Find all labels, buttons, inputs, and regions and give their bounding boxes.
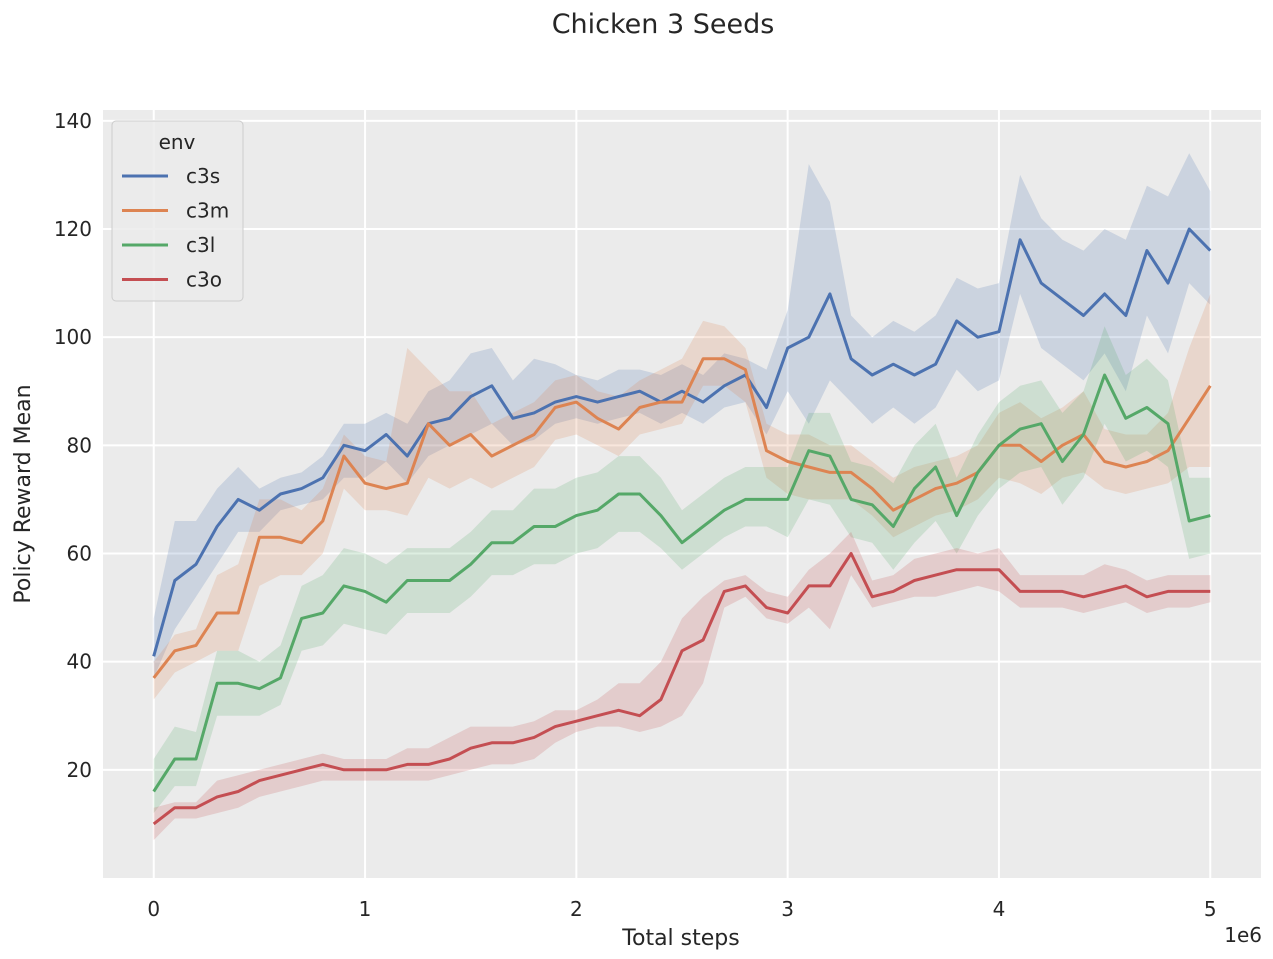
chart-title: Chicken 3 Seeds: [552, 9, 775, 40]
legend-label-c3l: c3l: [186, 233, 215, 257]
legend-label-c3s: c3s: [186, 164, 220, 188]
x-tick-label: 4: [993, 897, 1006, 921]
x-tick-label: 1: [359, 897, 372, 921]
band-c3m: [153, 293, 1211, 700]
y-tick-label: 20: [67, 758, 92, 782]
line-c3o: [152, 552, 1211, 826]
y-tick-labels: 20 40 60 80 100 120 140: [54, 109, 92, 782]
legend-box: [111, 120, 244, 302]
x-tick-label: 2: [570, 897, 583, 921]
line-c3s: [152, 227, 1212, 657]
legend-label-c3o: c3o: [186, 268, 222, 292]
line-c3l: [152, 373, 1211, 793]
y-tick-label: 40: [67, 650, 92, 674]
y-tick-label: 100: [54, 325, 92, 349]
x-tick-label: 5: [1204, 897, 1217, 921]
legend: env c3s c3m c3l c3o: [111, 120, 244, 302]
band-c3l: [153, 326, 1211, 814]
grid-lines: [103, 110, 1261, 878]
legend-title: env: [159, 130, 196, 154]
plot-area: [103, 110, 1261, 878]
y-tick-label: 80: [67, 433, 92, 457]
series-lines: [152, 227, 1212, 826]
y-axis-label: Policy Reward Mean: [11, 384, 36, 603]
legend-items: c3s c3m c3l c3o: [122, 164, 229, 292]
legend-label-c3m: c3m: [186, 199, 229, 223]
y-tick-label: 60: [67, 541, 92, 565]
line-c3m: [152, 357, 1212, 679]
x-tick-label: 3: [781, 897, 794, 921]
y-tick-label: 120: [54, 217, 92, 241]
x-axis-offset-label: 1e6: [1224, 923, 1262, 947]
x-tick-labels: 0 1 2 3 4 5: [147, 897, 1216, 921]
y-tick-label: 140: [54, 109, 92, 133]
x-axis-label: Total steps: [621, 926, 739, 951]
x-tick-label: 0: [147, 897, 160, 921]
